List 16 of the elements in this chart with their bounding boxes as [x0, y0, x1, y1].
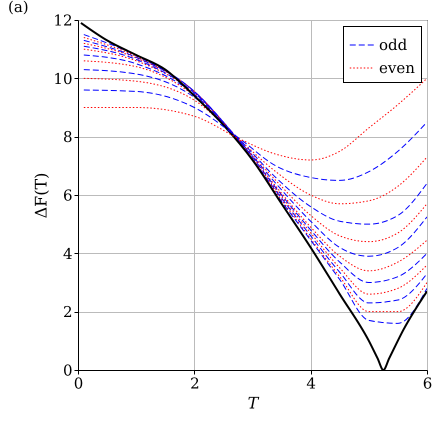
y-axis-title: ΔF(T)	[31, 172, 50, 218]
x-tick-label: 4	[306, 374, 316, 392]
y-tick-label: 0	[62, 362, 72, 380]
x-tick-label: 6	[422, 374, 432, 392]
x-tick-label: 2	[190, 374, 200, 392]
y-tick-label: 2	[62, 303, 72, 322]
y-tick-label: 6	[62, 186, 72, 204]
legend-label: even	[379, 59, 416, 77]
chart-title: (a)	[8, 0, 29, 16]
legend-label: odd	[379, 36, 408, 54]
y-tick-label: 12	[53, 12, 72, 30]
x-axis-title: T	[248, 394, 260, 412]
y-tick-label: 8	[62, 128, 72, 146]
y-tick-label: 10	[53, 70, 72, 88]
y-tick-label: 4	[62, 244, 72, 263]
x-tick-label: 0	[74, 374, 84, 392]
